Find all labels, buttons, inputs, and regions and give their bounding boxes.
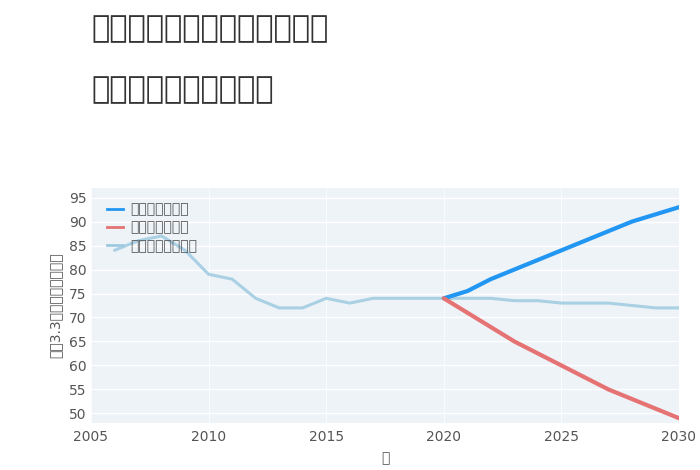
X-axis label: 年: 年	[381, 451, 389, 465]
Text: 中古戸建ての価格推移: 中古戸建ての価格推移	[91, 75, 274, 104]
Legend: グッドシナリオ, バッドシナリオ, ノーマルシナリオ: グッドシナリオ, バッドシナリオ, ノーマルシナリオ	[104, 200, 200, 256]
Y-axis label: 坪（3.3㎡）単価（万円）: 坪（3.3㎡）単価（万円）	[48, 253, 62, 358]
Text: 大阪府大阪市平野区平野北の: 大阪府大阪市平野区平野北の	[91, 14, 328, 43]
